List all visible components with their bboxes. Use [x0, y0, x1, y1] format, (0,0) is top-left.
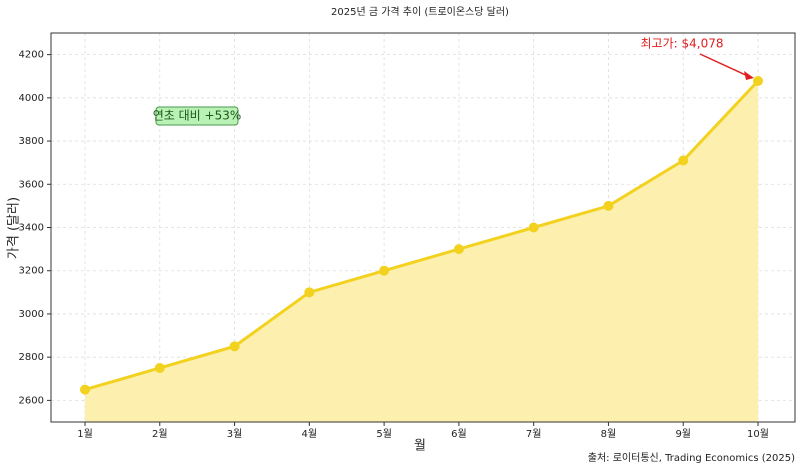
point [453, 244, 464, 255]
peak-arrow [699, 53, 753, 79]
chart-title: 2025년 금 가격 추이 (트로이온스당 달러) [331, 5, 509, 18]
point [80, 384, 90, 395]
x-tick-label: 2월 [152, 428, 168, 440]
point [154, 362, 165, 373]
point [229, 341, 240, 352]
line [84, 79, 760, 392]
x-tick-label: 9월 [675, 428, 691, 440]
x-tick-label: 1월 [77, 428, 93, 440]
area-fill [85, 80, 758, 422]
point [304, 287, 315, 298]
point [379, 265, 390, 276]
point [753, 75, 763, 86]
x-axis-label: 월 [414, 439, 426, 454]
peak-arrowhead [744, 70, 754, 80]
y-tick-label: 3400 [19, 223, 44, 234]
y-tick-label: 4000 [19, 93, 44, 104]
plot-frame [50, 32, 796, 423]
y-axis-label: 가격 (달러) [7, 197, 22, 259]
y-tick-label: 4200 [19, 50, 44, 61]
y-tick-label: 3600 [19, 179, 44, 190]
growth-box [155, 106, 239, 126]
peak-label: 최고가: $4,078 [641, 37, 724, 51]
point [603, 200, 614, 211]
x-tick-label: 4월 [302, 428, 318, 440]
x-tick-label: 6월 [451, 428, 467, 440]
y-tick-label: 2600 [19, 395, 44, 406]
x-tick-label: 5월 [376, 428, 392, 440]
point [528, 222, 539, 233]
y-tick-label: 3200 [19, 266, 44, 277]
x-tick-label: 8월 [601, 428, 617, 440]
y-tick-label: 2800 [19, 352, 44, 363]
x-tick-label: 3월 [227, 428, 243, 440]
y-tick-label: 3800 [19, 136, 44, 147]
x-tick-label: 7월 [526, 428, 542, 440]
source-note: 출처: 로이터통신, Trading Economics (2025) [588, 452, 795, 464]
y-tick-label: 3000 [19, 309, 44, 320]
x-tick-label: 10월 [747, 428, 769, 440]
point [678, 155, 689, 166]
growth-label: 연초 대비 +53% [153, 109, 242, 123]
